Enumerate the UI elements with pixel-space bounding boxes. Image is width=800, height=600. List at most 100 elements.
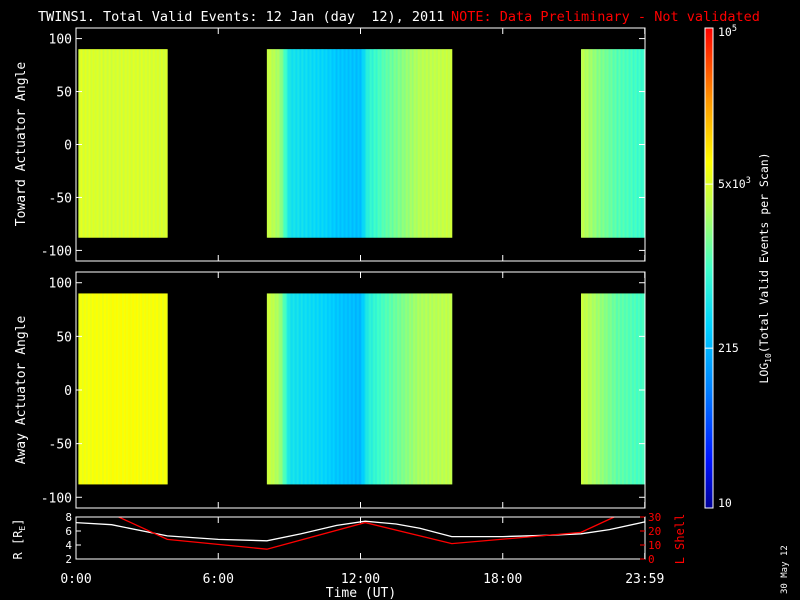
toward-heatmap-cell <box>411 49 413 238</box>
away-heatmap-cell <box>608 293 610 485</box>
away-heatmap-cell <box>323 293 326 485</box>
toward-heatmap-cell <box>302 49 305 238</box>
away-heatmap-cell <box>413 293 416 485</box>
colorbar-label: LOG10(Total Valid Events per Scan) <box>757 152 773 383</box>
away-heatmap-cell <box>433 293 436 485</box>
toward-heatmap-cell <box>387 49 389 238</box>
toward-heatmap-cell <box>107 49 110 238</box>
toward-heatmap-cell <box>420 49 422 238</box>
away-heatmap-cell <box>621 293 624 485</box>
orbit-lines <box>75 516 645 550</box>
toward-heatmap-cell <box>617 49 620 238</box>
away-heatmap-cell <box>633 293 635 485</box>
toward-heatmap-cell <box>271 49 273 238</box>
toward-heatmap-cell <box>279 49 281 238</box>
toward-heatmap-cell <box>417 49 419 238</box>
away-heatmap-cell <box>99 293 101 485</box>
away-heatmap-cell <box>422 293 424 485</box>
toward-heatmap-cell <box>310 49 312 238</box>
colorbar: 105 5x103 215 10 LOG10(Total Valid Events p… <box>704 24 773 510</box>
toward-heatmap-cell <box>582 49 585 238</box>
away-heatmap-cell <box>325 293 327 485</box>
toward-heatmap-cell <box>586 49 589 238</box>
toward-heatmap-cell <box>282 49 284 238</box>
away-heatmap-cell <box>121 293 124 485</box>
toward-heatmap-cell <box>132 49 134 238</box>
away-heatmap-cell <box>418 293 420 485</box>
away-heatmap-cell <box>437 293 439 485</box>
away-heatmap-cell <box>447 293 450 485</box>
toward-heatmap-cell <box>370 49 372 238</box>
away-heatmap-cell <box>136 293 138 485</box>
away-heatmap-cell <box>158 293 160 485</box>
toward-heatmap-cell <box>160 49 163 238</box>
toward-heatmap-cell <box>333 49 335 238</box>
away-heatmap-cell <box>320 293 323 485</box>
toward-heatmap-cell <box>634 49 636 238</box>
away-heatmap-cell <box>139 293 141 485</box>
toward-heatmap-cell <box>404 49 406 238</box>
toward-heatmap-cell <box>352 49 354 238</box>
toward-heatmap-cell <box>136 49 138 238</box>
away-heatmap-cell <box>130 293 132 485</box>
toward-heatmap-cell <box>91 49 93 238</box>
away-heatmap-cell <box>161 293 164 485</box>
away-heatmap-cell <box>282 293 285 485</box>
toward-heatmap-cell <box>412 49 415 238</box>
toward-heatmap-cell <box>292 49 294 238</box>
toward-heatmap-cell <box>371 49 373 238</box>
toward-heatmap-cell <box>309 49 311 238</box>
toward-heatmap-cell <box>386 49 388 238</box>
toward-heatmap-cell <box>122 49 125 238</box>
away-heatmap-cell <box>411 293 413 485</box>
away-heatmap-cell <box>632 293 634 485</box>
away-heatmap-cell <box>635 293 637 485</box>
away-heatmap-cell <box>370 293 372 485</box>
away-heatmap-cell <box>619 293 622 485</box>
away-heatmap-cell <box>305 293 308 485</box>
away-heatmap-cell <box>89 293 92 485</box>
toward-heatmap-cell <box>284 49 287 238</box>
toward-heatmap-cell <box>596 49 598 238</box>
away-heatmap-cell <box>436 293 438 485</box>
away-heatmap-cell <box>310 293 312 485</box>
toward-heatmap-cell <box>304 49 307 238</box>
toward-heatmap-cell <box>581 49 584 238</box>
toward-heatmap-cell <box>144 49 147 238</box>
away-heatmap-cell <box>105 293 108 485</box>
away-heatmap-cell <box>272 293 274 485</box>
toward-heatmap-cell <box>598 49 600 238</box>
toward-heatmap-cell <box>439 49 441 238</box>
away-heatmap-cell <box>308 293 310 485</box>
away-heatmap-cell <box>108 293 111 485</box>
toward-heatmap-cell <box>289 49 291 238</box>
away-heatmap-cell <box>309 293 311 485</box>
away-heatmap-cell <box>610 293 612 485</box>
away-heatmap-cell <box>348 293 350 485</box>
toward-heatmap-cell <box>103 49 106 238</box>
toward-heatmap-cell <box>100 49 102 238</box>
x-tick-label: 0:00 <box>60 572 91 587</box>
toward-heatmap-cell <box>378 49 381 238</box>
away-heatmap-cell <box>617 293 620 485</box>
away-heatmap-cell <box>450 293 453 485</box>
away-heatmap-cell <box>384 293 386 485</box>
away-heatmap-cell <box>365 293 367 485</box>
toward-heatmap-cell <box>163 49 166 238</box>
away-heatmap-cell <box>103 293 105 485</box>
away-heatmap-cell <box>283 293 286 485</box>
toward-heatmap-cell <box>79 49 81 238</box>
away-heatmap-cell <box>426 293 428 485</box>
toward-heatmap-cell <box>133 49 135 238</box>
toward-heatmap-cell <box>123 49 126 238</box>
toward-heatmap-cell <box>407 49 409 238</box>
toward-heatmap-cell <box>300 49 302 238</box>
toward-heatmap-cell <box>325 49 327 238</box>
lshell-tick-label: 10 <box>648 539 661 552</box>
away-heatmap-cell <box>354 293 356 485</box>
toward-heatmap-cell <box>158 49 161 238</box>
away-heatmap-cell <box>408 293 410 485</box>
toward-heatmap-cell <box>315 49 317 238</box>
away-heatmap-cell <box>363 293 365 485</box>
away-heatmap-cell <box>392 293 394 485</box>
